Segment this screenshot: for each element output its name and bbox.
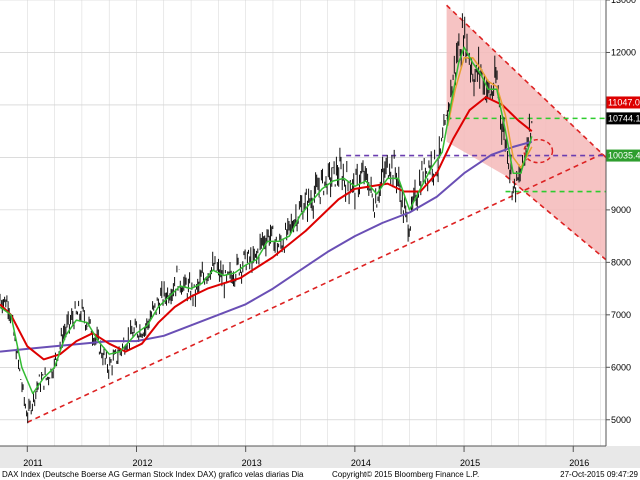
y-tick-label: 12000 (611, 47, 636, 57)
highlight-ellipse (523, 138, 554, 164)
y-tick-label: 13000 (611, 0, 636, 5)
x-tick-label: 2016 (569, 458, 589, 468)
price-label-text: 10744.17 (608, 113, 640, 123)
ma-red-line (0, 96, 533, 361)
price-label-box (606, 112, 640, 125)
y-tick-label: 9000 (611, 205, 631, 215)
x-tick-labels: 2011 2012 2013 2014 2015 2016 (23, 446, 589, 468)
footer-center: Copyright© 2015 Bloomberg Finance L.P. (332, 470, 479, 479)
y-tick-label: 7000 (611, 310, 631, 320)
x-tick-label: 2015 (460, 458, 480, 468)
ma-green-line (0, 46, 533, 395)
axis-band (0, 446, 640, 468)
channel-shade (446, 5, 606, 260)
y-tick-label: 5000 (611, 415, 631, 425)
x-tick-label: 2012 (132, 458, 152, 468)
ma-purple-line (0, 140, 533, 353)
price-labels: 11047.03 10744.17 10035.40 (606, 96, 640, 162)
x-tick-label: 2014 (351, 458, 371, 468)
y-tick-label: 8000 (611, 257, 631, 267)
ma-orange-line (446, 56, 533, 169)
channel-top-line (446, 4, 607, 158)
footer-right: 27-Oct-2015 09:47:29 (560, 470, 638, 479)
channel-fill (446, 5, 606, 260)
price-label-box (606, 96, 640, 109)
x-tick-label: 2013 (242, 458, 262, 468)
support-line (26, 151, 607, 424)
price-label-box (606, 149, 640, 162)
y-tick-label: 6000 (611, 362, 631, 372)
grid (0, 0, 606, 446)
price-label-text: 10035.40 (608, 151, 640, 161)
plot-area (0, 0, 606, 446)
series-group (0, 13, 533, 424)
annotation-lines (26, 4, 607, 424)
channel-bottom-line (505, 175, 607, 261)
y-axis: 5000600070008000900010000110001200013000 (606, 0, 636, 425)
price-label-text: 11047.03 (608, 97, 640, 107)
footer-left: DAX Index (Deutsche Boerse AG German Sto… (2, 470, 304, 479)
x-tick-label: 2011 (23, 458, 42, 468)
